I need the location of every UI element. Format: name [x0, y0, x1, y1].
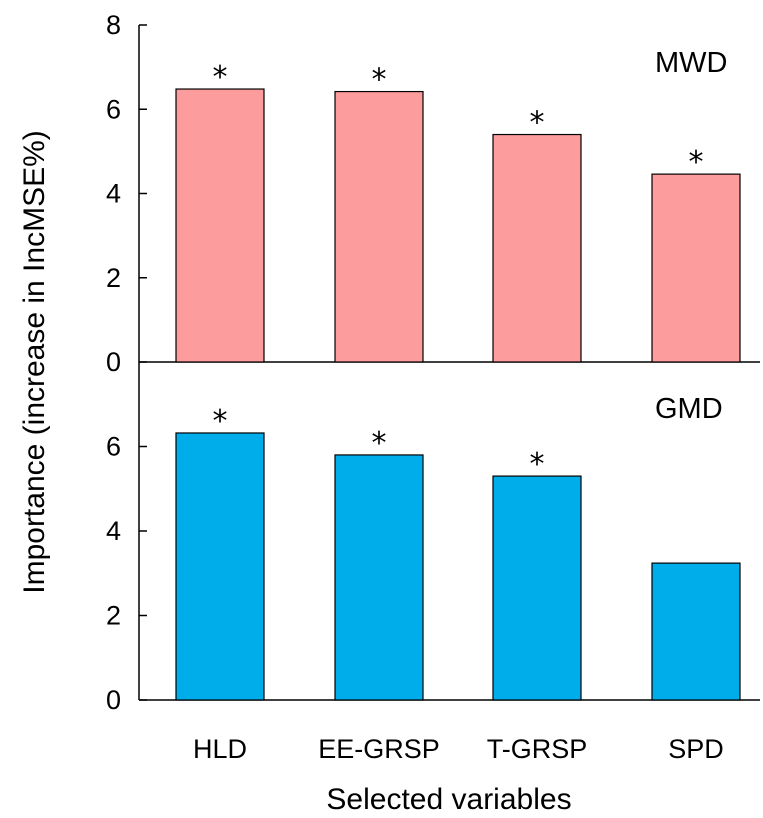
y-tick-label: 2 [106, 601, 121, 631]
significance-markers: * * * * * * * [213, 60, 704, 482]
y-tick-label: 4 [106, 179, 121, 209]
y-tick-label: 0 [106, 685, 121, 715]
bar-gmd-t-grsp [492, 475, 582, 701]
bar-gmd-hld [175, 432, 265, 701]
bar-gmd-spd [651, 562, 741, 701]
y-tick-label: 2 [106, 263, 121, 293]
bar-mwd-hld [175, 88, 265, 363]
category-label-ee-grsp: EE-GRSP [318, 734, 440, 764]
bar-mwd-spd [651, 173, 741, 363]
category-label-hld: HLD [193, 734, 247, 764]
significance-star: * [213, 404, 228, 439]
category-label-spd: SPD [668, 734, 724, 764]
category-labels: HLD EE-GRSP T-GRSP SPD [193, 734, 724, 764]
panel-label-gmd: GMD [655, 393, 723, 425]
panel-label-mwd: MWD [655, 47, 727, 79]
significance-star: * [372, 63, 387, 98]
panel-labels: MWD GMD [655, 47, 727, 425]
significance-star: * [530, 447, 545, 482]
bar-gmd-ee-grsp [334, 454, 424, 701]
significance-star: * [689, 145, 704, 180]
significance-star: * [372, 426, 387, 461]
y-tick-label: 8 [106, 10, 121, 40]
x-axis-title: Selected variables [326, 783, 571, 816]
y-tick-label: 0 [106, 347, 121, 377]
y-tick-label: 6 [106, 94, 121, 124]
bar-mwd-ee-grsp [334, 90, 424, 363]
significance-star: * [213, 60, 228, 95]
y-tick-label: 6 [106, 432, 121, 462]
tick-labels: 0 2 4 6 8 0 2 4 6 [106, 10, 121, 715]
category-label-t-grsp: T-GRSP [487, 734, 588, 764]
bars [175, 88, 741, 701]
significance-star: * [530, 106, 545, 141]
y-axis-title: Importance (increase in IncMSE%) [18, 130, 51, 594]
y-tick-label: 4 [106, 516, 121, 546]
bar-mwd-t-grsp [492, 133, 582, 363]
